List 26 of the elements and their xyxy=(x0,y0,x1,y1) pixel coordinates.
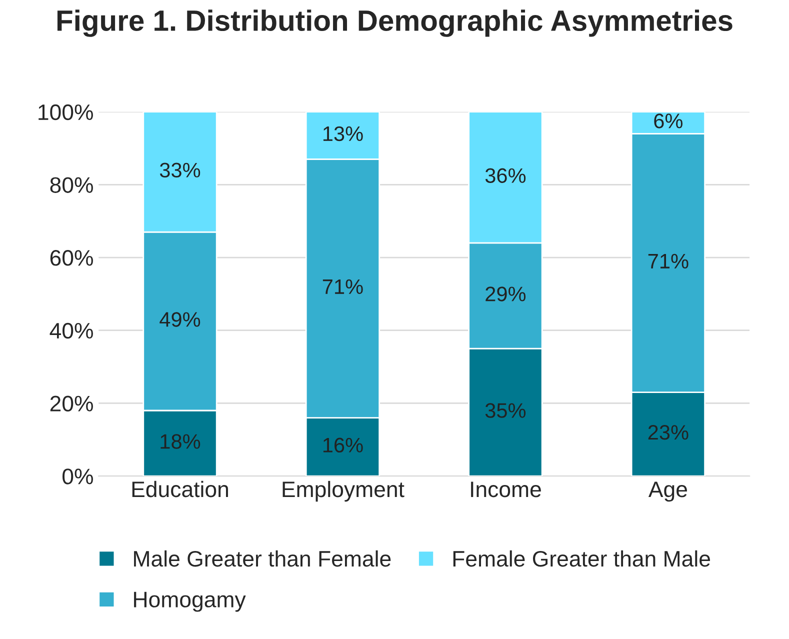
legend-label: Female Greater than Male xyxy=(453,550,710,567)
data-label: 23% xyxy=(648,425,688,440)
y-tick-label: 100% xyxy=(38,104,93,120)
y-tick-label: 20% xyxy=(50,396,93,412)
x-tick-label: Employment xyxy=(282,480,404,502)
data-label: 16% xyxy=(323,438,363,453)
data-label: 33% xyxy=(160,162,200,178)
y-tick-label: 60% xyxy=(50,250,93,266)
data-label: 71% xyxy=(648,254,688,268)
data-label: 13% xyxy=(323,126,363,142)
y-tick-label: 40% xyxy=(50,322,93,339)
data-label: 29% xyxy=(486,286,526,302)
chart-title: Figure 1. Distribution Demographic Asymmetries xyxy=(57,10,732,37)
data-label: 18% xyxy=(160,434,200,449)
x-tick-label: Age xyxy=(648,482,687,502)
x-tick-label: Education xyxy=(132,480,228,498)
legend-label: Male Greater than Female xyxy=(134,550,391,567)
data-label: 71% xyxy=(322,279,363,294)
data-label: 49% xyxy=(160,312,200,327)
y-tick-label: 80% xyxy=(50,177,93,193)
data-label: 36% xyxy=(485,168,526,183)
legend-label: Homogamy xyxy=(134,592,246,612)
data-label: 35% xyxy=(485,403,526,418)
x-tick-label: Income xyxy=(471,482,541,498)
data-label: 6% xyxy=(654,114,682,128)
y-tick-label: 0% xyxy=(62,468,93,484)
